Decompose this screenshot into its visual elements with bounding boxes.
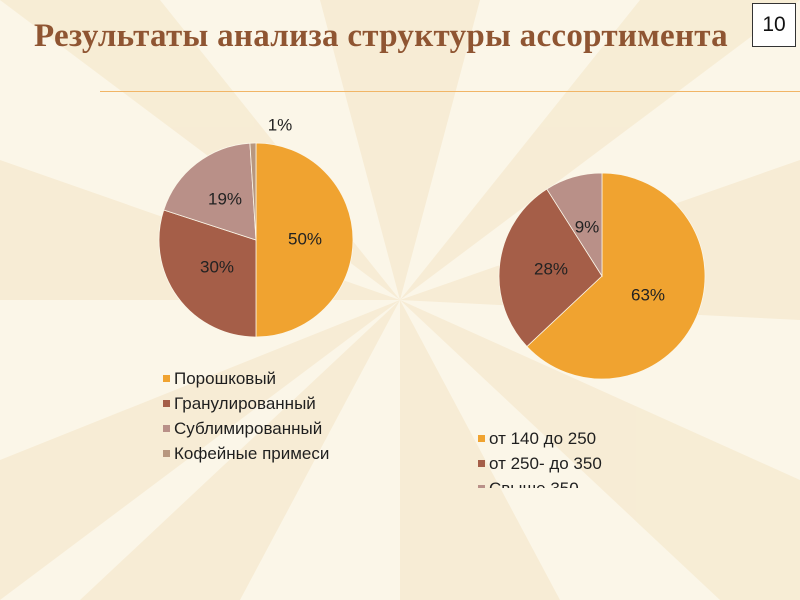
pie1-slice-4 <box>249 142 257 241</box>
legend-label: Свыше 350 <box>489 479 579 488</box>
pie2-slice-3 <box>546 172 603 278</box>
pie2-data-label-3: 9% <box>575 217 600 236</box>
legend-item-porous: Порошковый <box>163 366 329 391</box>
legend-label: Сублимированный <box>174 419 323 438</box>
legend-chart-2-clip: от 140 до 250 от 250- до 350 Свыше 350 <box>470 426 690 488</box>
legend-item-over-350: Свыше 350 <box>478 476 602 488</box>
slide-title: Результаты анализа структуры ассортимент… <box>34 18 728 54</box>
pie2-slice-2 <box>498 188 603 348</box>
legend-swatch <box>163 450 170 457</box>
legend-swatch <box>478 435 485 442</box>
legend-swatch <box>163 400 170 407</box>
legend-label: Порошковый <box>174 369 277 388</box>
pie1-data-label-1: 50% <box>288 229 322 248</box>
legend-item-coffee-mixes: Кофейные примеси <box>163 441 329 466</box>
legend-item-granulated: Гранулированный <box>163 391 329 416</box>
legend-swatch <box>478 460 485 467</box>
legend-chart-1: Порошковый Гранулированный Сублимированн… <box>163 366 329 466</box>
legend-item-140-250: от 140 до 250 <box>478 426 602 451</box>
pie2-data-label-2: 28% <box>534 259 568 278</box>
legend-swatch <box>163 425 170 432</box>
legend-chart-2: от 140 до 250 от 250- до 350 Свыше 350 <box>478 426 602 488</box>
legend-swatch <box>163 375 170 382</box>
pie2-slice-1 <box>526 172 706 380</box>
pie1-slice-3 <box>163 142 257 241</box>
legend-label: Кофейные примеси <box>174 444 330 463</box>
legend-swatch <box>478 485 485 488</box>
legend-label: от 250- до 350 <box>489 454 602 473</box>
pie1-data-label-3: 19% <box>208 189 242 208</box>
title-divider <box>100 91 800 92</box>
legend-label: Гранулированный <box>174 394 316 413</box>
legend-item-freeze-dried: Сублимированный <box>163 416 329 441</box>
pie1-data-label-4: 1% <box>268 115 293 134</box>
pie1-slice-2 <box>158 209 257 338</box>
legend-label: от 140 до 250 <box>489 429 597 448</box>
pie1-slice-1 <box>255 142 354 338</box>
pie1-data-label-2: 30% <box>200 257 234 276</box>
legend-item-250-350: от 250- до 350 <box>478 451 602 476</box>
page-number: 10 <box>752 3 796 47</box>
pie2-data-label-1: 63% <box>631 285 665 304</box>
